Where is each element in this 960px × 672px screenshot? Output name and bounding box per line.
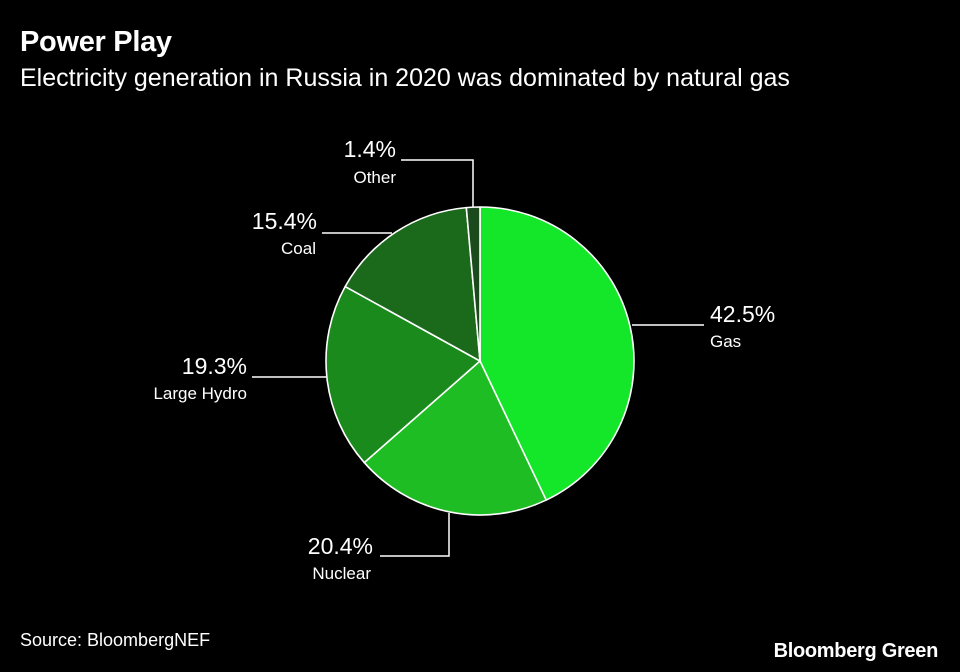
chart-subtitle: Electricity generation in Russia in 2020… <box>20 64 790 92</box>
pie-slices <box>325 206 635 516</box>
slice-label-gas: Gas <box>710 332 741 351</box>
pie-slice-coal <box>344 206 481 362</box>
slice-value-coal: 15.4% <box>252 208 317 234</box>
slice-value-large-hydro: 19.3% <box>182 353 247 379</box>
brand-logo-text: Bloomberg Green <box>773 640 939 662</box>
leader-line-other <box>401 159 474 207</box>
pie-slice-other <box>465 206 481 362</box>
pie-slice-large-hydro <box>325 285 481 464</box>
slice-label-nuclear: Nuclear <box>312 564 371 583</box>
leader-lines <box>252 159 704 557</box>
slice-label-other: Other <box>353 168 396 187</box>
slice-value-gas: 42.5% <box>710 301 775 327</box>
slice-labels: 42.5% Gas 20.4% Nuclear 19.3% Large Hydro 15.4… <box>153 136 775 583</box>
slice-value-nuclear: 20.4% <box>308 533 373 559</box>
pie-slice-gas <box>479 206 635 501</box>
slice-label-large-hydro: Large Hydro <box>153 384 247 403</box>
slice-label-coal: Coal <box>281 239 316 258</box>
chart-title: Power Play <box>20 26 172 58</box>
slice-value-other: 1.4% <box>344 136 396 162</box>
leader-line-nuclear <box>380 513 450 557</box>
pie-slice-nuclear <box>363 360 547 516</box>
source-note: Source: BloombergNEF <box>20 630 211 650</box>
